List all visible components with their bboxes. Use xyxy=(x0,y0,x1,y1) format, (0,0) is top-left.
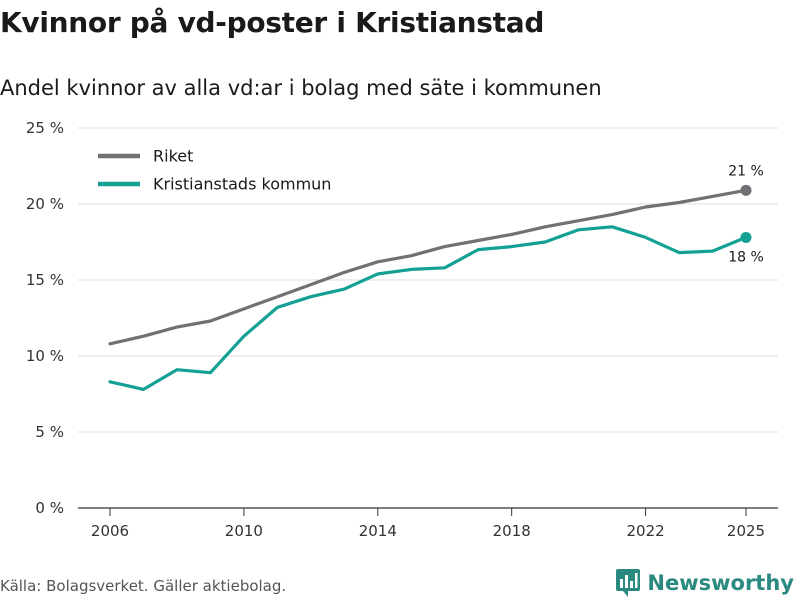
legend-label: Kristianstads kommun xyxy=(153,175,331,194)
y-tick-label: 0 % xyxy=(35,499,64,517)
chart-subtitle: Andel kvinnor av alla vd:ar i bolag med … xyxy=(0,76,602,100)
series-end-point xyxy=(740,184,752,196)
legend-label: Riket xyxy=(153,147,193,166)
x-tick-label: 2010 xyxy=(225,522,263,540)
y-tick-label: 10 % xyxy=(26,347,64,365)
data-label: 21 % xyxy=(728,163,764,179)
x-tick-label: 2006 xyxy=(91,522,129,540)
series-end-point xyxy=(740,231,752,243)
data-label: 18 % xyxy=(728,249,764,265)
brand-logo: Newsworthy xyxy=(615,568,794,598)
x-tick-label: 2018 xyxy=(493,522,531,540)
brand-name: Newsworthy xyxy=(647,571,794,595)
bar-chart-logo-icon xyxy=(616,569,641,597)
y-tick-label: 20 % xyxy=(26,195,64,213)
y-tick-label: 25 % xyxy=(26,119,64,137)
x-tick-label: 2025 xyxy=(727,522,765,540)
y-tick-label: 5 % xyxy=(35,423,64,441)
series-line-riket xyxy=(108,188,748,346)
x-tick-label: 2022 xyxy=(626,522,664,540)
series-line-kristianstad xyxy=(108,225,748,391)
chart-title: Kvinnor på vd-poster i Kristianstad xyxy=(0,6,545,39)
source-note: Källa: Bolagsverket. Gäller aktiebolag. xyxy=(0,577,287,595)
y-tick-label: 15 % xyxy=(26,271,64,289)
x-tick-label: 2014 xyxy=(359,522,397,540)
